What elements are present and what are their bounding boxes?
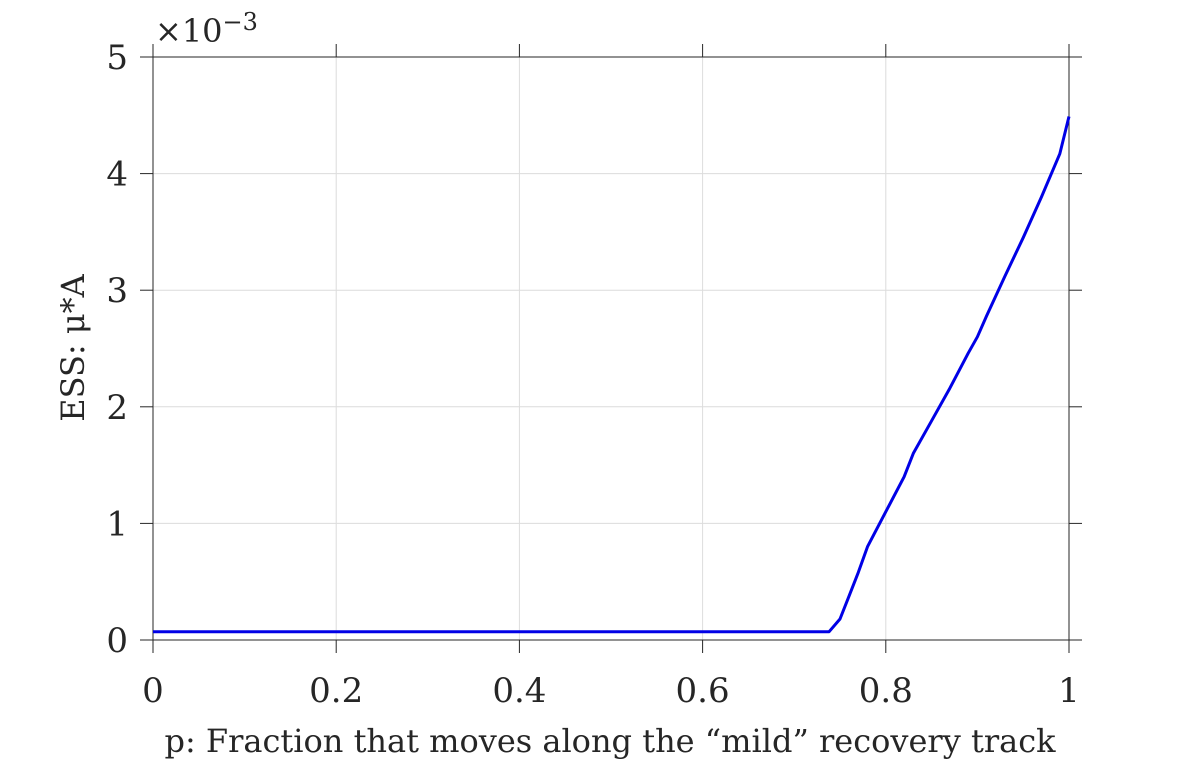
axes-box — [152, 56, 1070, 641]
x-tick-label: 0.4 — [492, 671, 546, 711]
x-tick-label: 0.8 — [859, 671, 913, 711]
tick-marks — [140, 44, 1082, 653]
y-tick-label: 4 — [106, 155, 128, 195]
x-tick-label: 0.6 — [676, 671, 730, 711]
y-tick-label: 3 — [106, 271, 128, 311]
series-line — [153, 116, 1071, 634]
series-group — [153, 116, 1071, 634]
y-exponent-base: ×10 — [155, 12, 223, 50]
y-tick-labels: 0 1 2 3 4 5 — [106, 38, 128, 661]
y-axis-label: ESS: μ*A — [54, 273, 92, 421]
y-tick-label: 1 — [106, 504, 128, 544]
y-tick-label: 0 — [106, 621, 128, 661]
y-tick-label: 5 — [106, 38, 128, 78]
y-exponent-label: ×10−3 — [155, 8, 258, 50]
x-tick-label: 0 — [142, 671, 164, 711]
x-tick-labels: 0 0.2 0.4 0.6 0.8 1 — [142, 671, 1080, 711]
x-tick-label: 1 — [1058, 671, 1080, 711]
x-tick-label: 0.2 — [309, 671, 363, 711]
y-tick-label: 2 — [106, 388, 128, 428]
grid-lines — [152, 56, 1070, 641]
y-exponent-power: −3 — [223, 8, 258, 36]
x-axis-label: p: Fraction that moves along the “mild” … — [164, 722, 1056, 760]
